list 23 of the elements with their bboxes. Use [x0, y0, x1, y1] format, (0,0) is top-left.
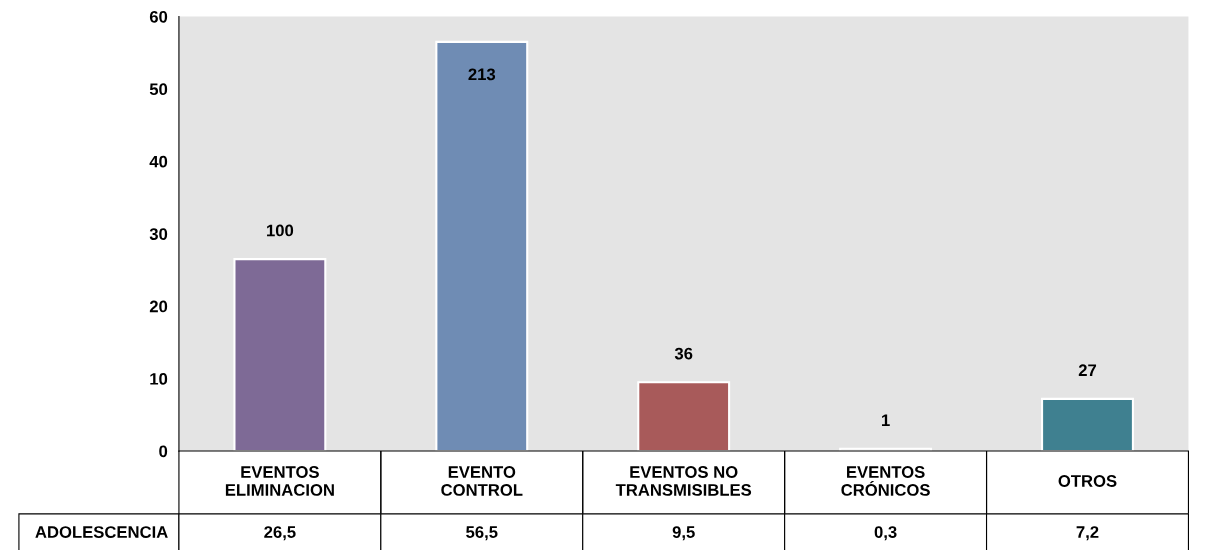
x-tick-label: EVENTOS ELIMINACION — [225, 466, 334, 496]
annotation: 213 — [468, 68, 496, 81]
y-tick-label: 30 — [149, 228, 168, 240]
x-tick-label: EVENTO CONTROL — [441, 466, 523, 496]
x-tick-label: OTROS — [1058, 475, 1117, 487]
data-label: 26,5 — [264, 526, 296, 541]
x-tick-label: EVENTOS NO TRANSMISIBLES — [615, 466, 752, 496]
data-label: 56,5 — [466, 526, 498, 541]
annotation: 100 — [267, 224, 294, 237]
y-tick-label: 40 — [149, 155, 168, 168]
y-tick-label: 20 — [149, 300, 168, 313]
y-tick-label: 50 — [149, 83, 168, 96]
x-tick-label: EVENTOS CRÓNICOS — [841, 466, 930, 496]
annotation: 36 — [674, 347, 693, 360]
y-tick-label: 0 — [159, 445, 168, 458]
data-label: 7,2 — [1076, 526, 1099, 541]
annotation: 27 — [1078, 364, 1097, 376]
data-label: 0,3 — [874, 526, 897, 541]
y-tick-label: 60 — [149, 10, 168, 23]
y-tick-label: 10 — [150, 372, 168, 385]
data-label: 9,5 — [672, 526, 695, 541]
text: ADOLESCENCIA — [35, 526, 168, 538]
annotation: 1 — [882, 414, 890, 426]
